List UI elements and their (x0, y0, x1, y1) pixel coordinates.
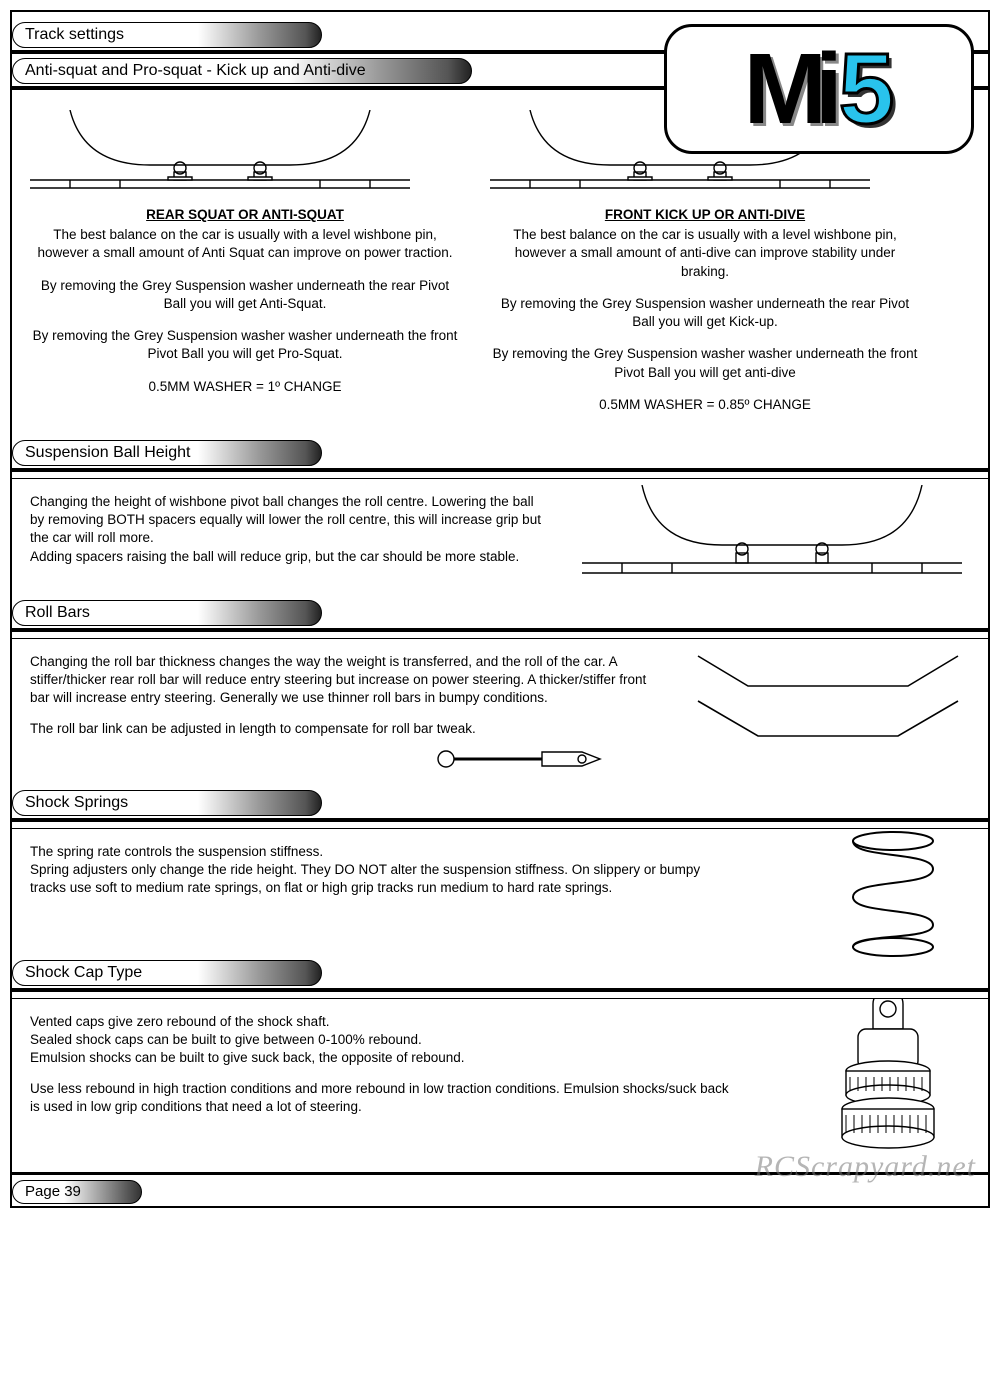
rear-squat-title: REAR SQUAT OR ANTI-SQUAT (30, 206, 460, 224)
rollbar-link-diagram (432, 744, 612, 774)
section5-underline (12, 988, 988, 992)
section4-header: Shock Springs (12, 790, 322, 816)
cap-p4: Use less rebound in high traction condit… (30, 1080, 730, 1116)
page-number: Page 39 (12, 1180, 142, 1204)
section4-underline (12, 818, 988, 822)
front-kickup-p1: The best balance on the car is usually w… (490, 226, 920, 281)
rear-squat-p1: The best balance on the car is usually w… (30, 226, 460, 262)
front-kickup-p2: By removing the Grey Suspension washer u… (490, 295, 920, 331)
page-frame: Mi5 Track settings Anti-squat and Pro-sq… (10, 10, 990, 1208)
cap-p1: Vented caps give zero rebound of the sho… (30, 1013, 730, 1031)
cap-p3: Emulsion shocks can be built to give suc… (30, 1049, 730, 1067)
section2-underline (12, 468, 988, 472)
front-kickup-title: FRONT KICK UP OR ANTI-DIVE (490, 206, 920, 224)
susp-ball-diagram (582, 485, 962, 585)
shock-cap-diagram (828, 999, 948, 1169)
front-kickup-column: FRONT KICK UP OR ANTI-DIVE The best bala… (490, 110, 920, 428)
spring-p2: Spring adjusters only change the ride he… (30, 861, 730, 897)
rollbar-diagram (688, 651, 968, 751)
section3-header-bar: Roll Bars (12, 598, 988, 634)
rollbar-p1: Changing the roll bar thickness changes … (30, 653, 650, 708)
section-shock-cap: Vented caps give zero rebound of the sho… (12, 998, 988, 1168)
spring-diagram (838, 829, 948, 959)
section3-header: Roll Bars (12, 600, 322, 626)
section5-header: Shock Cap Type (12, 960, 322, 986)
logo-5: 5 (839, 32, 895, 147)
section1-header: Anti-squat and Pro-squat - Kick up and A… (12, 58, 472, 84)
section4-header-bar: Shock Springs (12, 788, 988, 824)
rear-squat-diagram (30, 110, 410, 200)
section-roll-bars: Changing the roll bar thickness changes … (12, 638, 988, 788)
logo-mi5: Mi5 (664, 24, 974, 154)
spring-p1: The spring rate controls the suspension … (30, 843, 730, 861)
front-kickup-p4: 0.5MM WASHER = 0.85º CHANGE (490, 396, 920, 414)
rear-squat-p3: By removing the Grey Suspension washer w… (30, 327, 460, 363)
susp-p2: Adding spacers raising the ball will red… (30, 549, 519, 564)
rear-squat-column: REAR SQUAT OR ANTI-SQUAT The best balanc… (30, 110, 460, 428)
page-title: Track settings (12, 22, 322, 48)
section3-underline (12, 628, 988, 632)
section2-header: Suspension Ball Height (12, 440, 322, 466)
footer-bar: Page 39 (12, 1172, 988, 1206)
front-kickup-p3: By removing the Grey Suspension washer w… (490, 345, 920, 381)
cap-p2: Sealed shock caps can be built to give b… (30, 1031, 730, 1049)
section2-header-bar: Suspension Ball Height (12, 438, 988, 474)
rollbar-p2: The roll bar link can be adjusted in len… (30, 720, 650, 738)
section-springs: The spring rate controls the suspension … (12, 828, 988, 958)
rear-squat-p2: By removing the Grey Suspension washer u… (30, 277, 460, 313)
section5-header-bar: Shock Cap Type (12, 958, 988, 994)
section-susp-ball: Changing the height of wishbone pivot ba… (12, 478, 988, 598)
susp-p1: Changing the height of wishbone pivot ba… (30, 494, 541, 545)
rear-squat-p4: 0.5MM WASHER = 1º CHANGE (30, 378, 460, 396)
logo-m: M (744, 32, 819, 147)
